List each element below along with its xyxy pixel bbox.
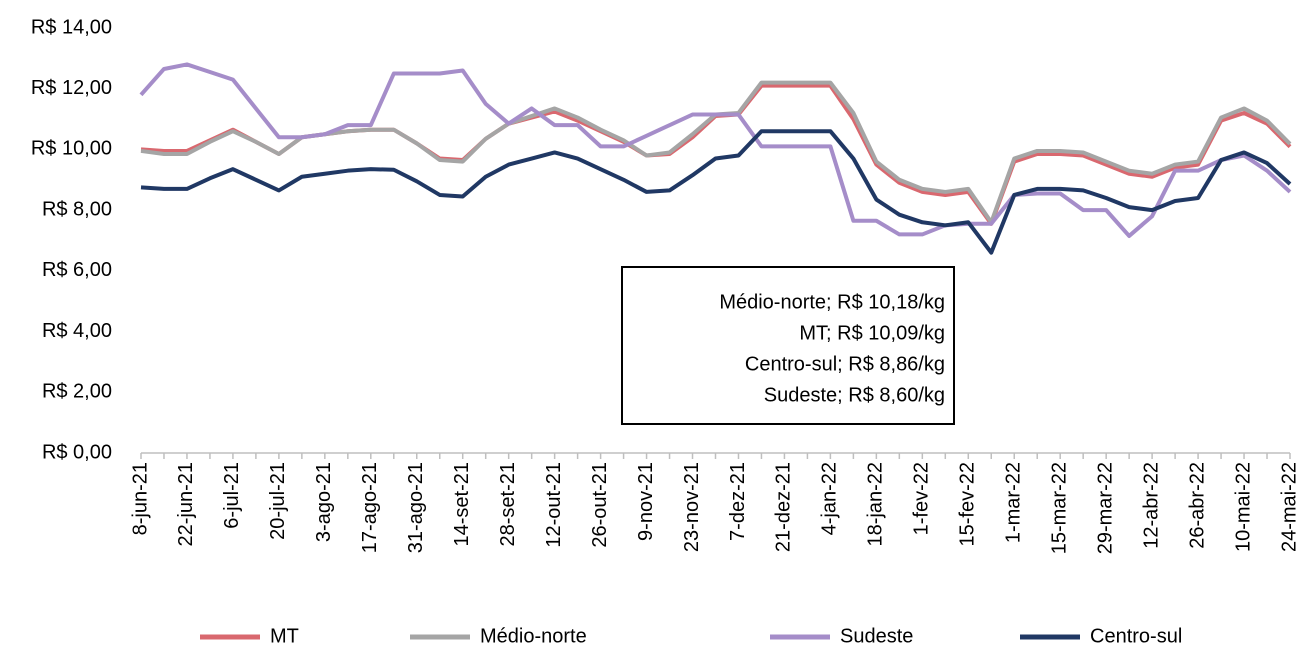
- annotation: Centro-sul; R$ 8,86/kg: [745, 353, 945, 375]
- x-tick-label: 18-jan-22: [865, 462, 887, 547]
- x-tick-label: 10-mai-22: [1232, 462, 1254, 552]
- legend-label: Centro-sul: [1090, 625, 1182, 647]
- x-tick-label: 14-set-21: [451, 462, 473, 547]
- x-tick-label: 3-ago-21: [313, 462, 335, 542]
- annotation-box: [621, 266, 955, 425]
- legend-label: Sudeste: [840, 625, 913, 647]
- x-tick-label: 26-out-21: [589, 462, 611, 548]
- x-tick-label: 20-jul-21: [267, 462, 289, 540]
- x-tick-label: 28-set-21: [497, 462, 519, 547]
- y-tick-label: R$ 0,00: [42, 441, 112, 463]
- y-tick-label: R$ 8,00: [42, 198, 112, 220]
- y-tick-label: R$ 14,00: [31, 16, 112, 38]
- y-tick-label: R$ 4,00: [42, 320, 112, 342]
- x-tick-label: 23-nov-21: [681, 462, 703, 552]
- x-tick-label: 12-out-21: [543, 462, 565, 548]
- x-tick-label: 1-fev-22: [911, 462, 933, 535]
- x-tick-label: 29-mar-22: [1094, 462, 1116, 554]
- x-tick-label: 7-dez-21: [727, 462, 749, 541]
- series-line: [140, 129, 1292, 255]
- x-tick-label: 9-nov-21: [635, 462, 657, 541]
- x-tick-label: 1-mar-22: [1003, 462, 1025, 543]
- y-tick-label: R$ 6,00: [42, 259, 112, 281]
- x-tick-label: 31-ago-21: [405, 462, 427, 553]
- annotation: Sudeste; R$ 8,60/kg: [764, 384, 945, 406]
- y-tick-label: R$ 10,00: [31, 138, 112, 160]
- legend-label: MT: [270, 625, 299, 647]
- x-tick-label: 15-fev-22: [957, 462, 979, 547]
- x-tick-label: 15-mar-22: [1048, 462, 1070, 554]
- annotation: Médio-norte; R$ 10,18/kg: [719, 291, 945, 313]
- annotation: MT; R$ 10,09/kg: [799, 322, 945, 344]
- y-tick-label: R$ 2,00: [42, 381, 112, 403]
- x-tick-label: 21-dez-21: [773, 462, 795, 552]
- x-tick-label: 22-jun-21: [175, 462, 197, 547]
- x-tick-label: 8-jun-21: [129, 462, 151, 535]
- x-tick-label: 4-jan-22: [819, 462, 841, 535]
- x-tick-label: 26-abr-22: [1186, 462, 1208, 549]
- y-tick-label: R$ 12,00: [31, 77, 112, 99]
- series-line: [139, 62, 1292, 238]
- x-tick-label: 24-mai-22: [1278, 462, 1300, 552]
- x-tick-label: 17-ago-21: [359, 462, 381, 553]
- x-tick-label: 12-abr-22: [1140, 462, 1162, 549]
- x-tick-label: 6-jul-21: [221, 462, 243, 529]
- legend-label: Médio-norte: [480, 625, 587, 647]
